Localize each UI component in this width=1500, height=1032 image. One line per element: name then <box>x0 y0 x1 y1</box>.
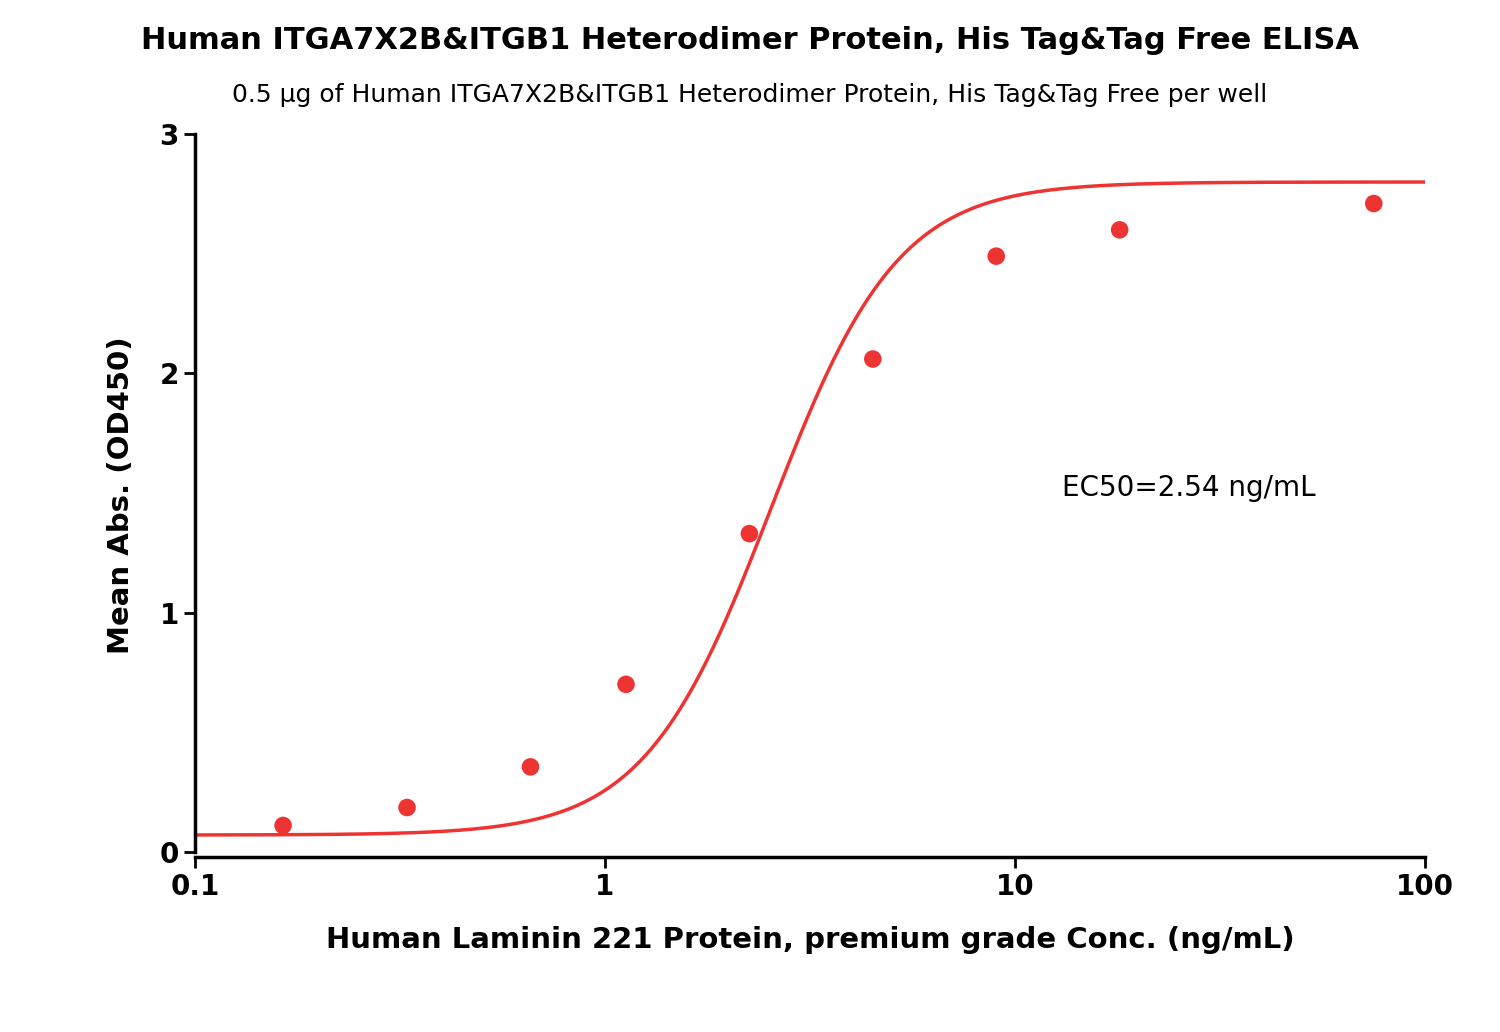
Text: 0.5 μg of Human ITGA7X2B&ITGB1 Heterodimer Protein, His Tag&Tag Free per well: 0.5 μg of Human ITGA7X2B&ITGB1 Heterodim… <box>232 83 1268 106</box>
Point <box>272 817 296 834</box>
Point <box>738 525 762 542</box>
Text: EC50=2.54 ng/mL: EC50=2.54 ng/mL <box>1062 474 1316 503</box>
Text: Human ITGA7X2B&ITGB1 Heterodimer Protein, His Tag&Tag Free ELISA: Human ITGA7X2B&ITGB1 Heterodimer Protein… <box>141 26 1359 55</box>
Point <box>1107 222 1131 238</box>
X-axis label: Human Laminin 221 Protein, premium grade Conc. (ng/mL): Human Laminin 221 Protein, premium grade… <box>326 926 1294 954</box>
Point <box>614 676 638 692</box>
Point <box>394 799 418 815</box>
Y-axis label: Mean Abs. (OD450): Mean Abs. (OD450) <box>106 336 135 654</box>
Point <box>861 351 885 367</box>
Point <box>1362 195 1386 212</box>
Point <box>519 759 543 775</box>
Point <box>984 248 1008 264</box>
